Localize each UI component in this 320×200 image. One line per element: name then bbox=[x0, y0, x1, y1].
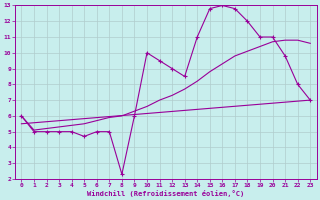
X-axis label: Windchill (Refroidissement éolien,°C): Windchill (Refroidissement éolien,°C) bbox=[87, 190, 244, 197]
